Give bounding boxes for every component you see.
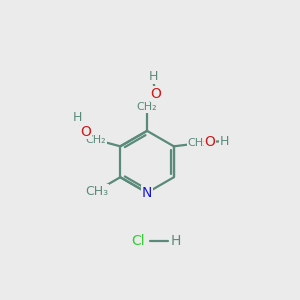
Text: H: H (148, 70, 158, 83)
Text: H: H (73, 111, 82, 124)
Text: CH₂: CH₂ (137, 102, 158, 112)
Text: H: H (171, 234, 181, 248)
Text: N: N (142, 186, 152, 200)
Text: CH₂: CH₂ (188, 138, 208, 148)
Text: O: O (204, 135, 215, 149)
Text: H: H (220, 135, 229, 148)
Text: O: O (151, 87, 161, 101)
Text: O: O (80, 124, 91, 139)
Text: Cl: Cl (131, 234, 144, 248)
Text: CH₂: CH₂ (86, 135, 106, 145)
Text: CH₃: CH₃ (85, 185, 109, 198)
